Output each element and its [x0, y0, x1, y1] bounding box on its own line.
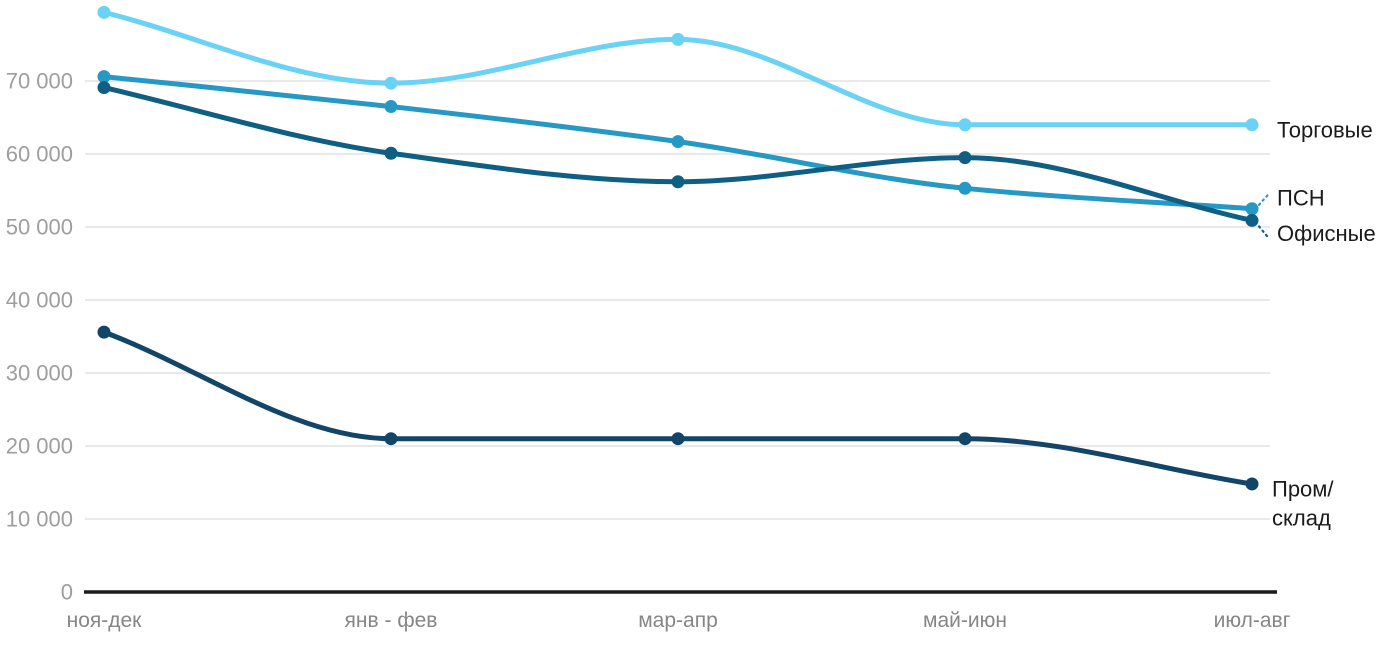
- series-label-Офисные: Офисные: [1277, 221, 1376, 246]
- data-point-Пром/склад-май-июн: [958, 432, 972, 446]
- series-label-Пром/склад: Пром/: [1272, 476, 1334, 501]
- data-point-Торговые-ноя-дек: [97, 5, 111, 19]
- y-tick-label: 50 000: [6, 215, 73, 240]
- x-tick-label: июл-авг: [1214, 609, 1291, 632]
- data-point-Торговые-июл-авг: [1245, 118, 1259, 132]
- data-point-Офисные-мар-апр: [671, 175, 685, 189]
- data-point-ПСН-ноя-дек: [97, 70, 111, 84]
- y-tick-label: 10 000: [6, 507, 73, 532]
- y-tick-label: 40 000: [6, 288, 73, 313]
- series-label-Пром/склад: склад: [1272, 505, 1331, 530]
- data-point-Офисные-янв - фев: [384, 146, 398, 160]
- y-tick-label: 30 000: [6, 361, 73, 386]
- series-line-Пром/склад: [101, 329, 1255, 487]
- data-point-ПСН-янв - фев: [384, 100, 398, 114]
- data-point-Пром/склад-июл-авг: [1245, 477, 1259, 491]
- x-tick-label: мар-апр: [638, 609, 718, 632]
- data-point-ПСН-мар-апр: [671, 135, 685, 149]
- series-line-Торговые: [101, 9, 1255, 128]
- data-point-Торговые-мар-апр: [671, 32, 685, 46]
- data-point-Торговые-май-июн: [958, 118, 972, 132]
- data-point-Офисные-ноя-дек: [97, 81, 111, 95]
- series-label-ПСН: ПСН: [1277, 185, 1325, 210]
- y-tick-label: 60 000: [6, 142, 73, 167]
- data-point-Пром/склад-янв - фев: [384, 432, 398, 446]
- data-point-Офисные-июл-авг: [1245, 213, 1259, 227]
- x-tick-label: май-июн: [923, 609, 1007, 632]
- x-tick-label: янв - фев: [345, 609, 438, 632]
- data-point-Торговые-янв - фев: [384, 76, 398, 90]
- data-point-ПСН-май-июн: [958, 181, 972, 195]
- data-point-Пром/склад-ноя-дек: [97, 325, 111, 339]
- y-tick-label: 0: [61, 580, 73, 605]
- label-leader-ПСН: [1257, 192, 1271, 206]
- label-leader-Офисные: [1257, 225, 1271, 240]
- data-point-Офисные-май-июн: [958, 151, 972, 165]
- data-point-ПСН-июл-авг: [1245, 202, 1259, 216]
- x-tick-label: ноя-дек: [67, 609, 143, 632]
- series-label-Торговые: Торговые: [1277, 117, 1373, 142]
- y-tick-label: 20 000: [6, 434, 73, 459]
- y-tick-label: 70 000: [6, 69, 73, 94]
- data-point-Пром/склад-мар-апр: [671, 432, 685, 446]
